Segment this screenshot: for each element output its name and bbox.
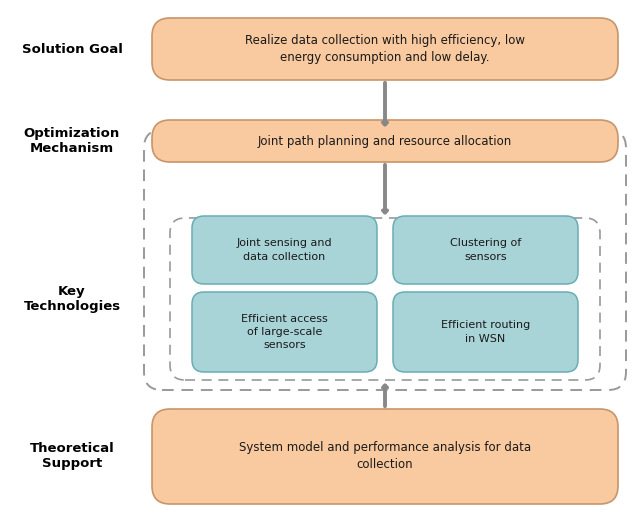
Text: Clustering of
sensors: Clustering of sensors	[450, 238, 521, 262]
FancyBboxPatch shape	[152, 409, 618, 504]
FancyBboxPatch shape	[152, 18, 618, 80]
FancyBboxPatch shape	[152, 120, 618, 162]
Text: Theoretical
Support: Theoretical Support	[30, 443, 114, 470]
Text: Joint path planning and resource allocation: Joint path planning and resource allocat…	[258, 135, 512, 147]
Text: Solution Goal: Solution Goal	[22, 43, 123, 55]
Text: Key
Technologies: Key Technologies	[24, 285, 121, 313]
Text: Efficient routing
in WSN: Efficient routing in WSN	[441, 320, 530, 344]
FancyBboxPatch shape	[393, 292, 578, 372]
Text: System model and performance analysis for data
collection: System model and performance analysis fo…	[239, 442, 531, 471]
Text: Optimization
Mechanism: Optimization Mechanism	[24, 127, 120, 155]
Text: Efficient access
of large-scale
sensors: Efficient access of large-scale sensors	[241, 314, 328, 350]
FancyBboxPatch shape	[192, 216, 377, 284]
FancyBboxPatch shape	[192, 292, 377, 372]
FancyBboxPatch shape	[393, 216, 578, 284]
Text: Realize data collection with high efficiency, low
energy consumption and low del: Realize data collection with high effici…	[245, 34, 525, 64]
Text: Joint sensing and
data collection: Joint sensing and data collection	[237, 238, 333, 262]
